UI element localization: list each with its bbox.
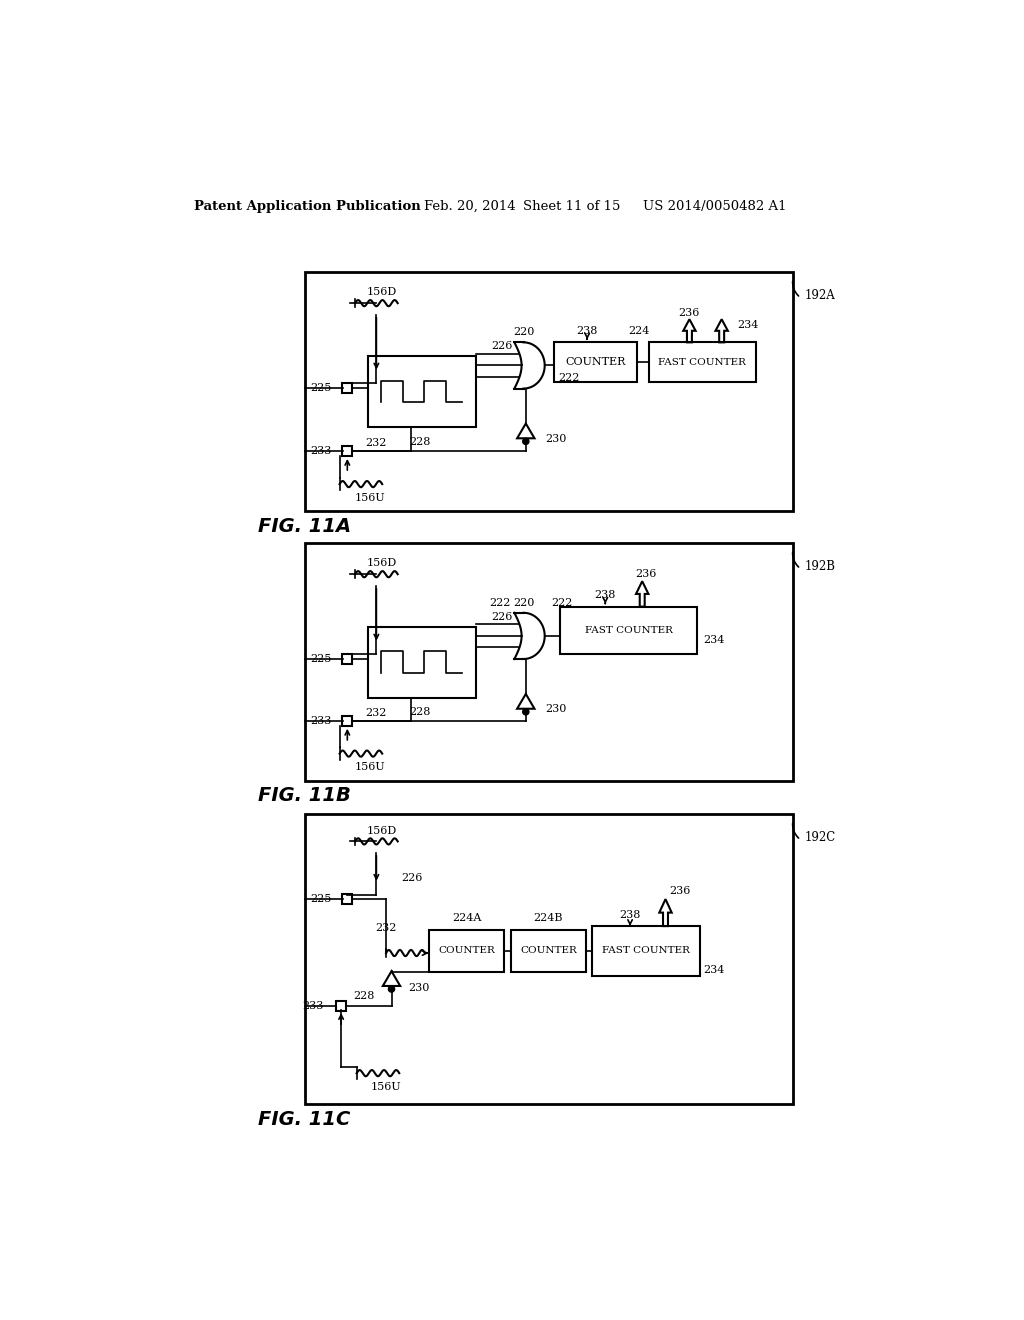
Text: COUNTER: COUNTER: [520, 946, 577, 956]
Text: 234: 234: [703, 965, 725, 974]
Bar: [305, 544, 793, 780]
Text: 238: 238: [595, 590, 616, 601]
Text: 156U: 156U: [355, 763, 386, 772]
Text: 238: 238: [577, 326, 598, 335]
Bar: [593, 927, 699, 975]
Bar: [560, 607, 697, 655]
Text: FAST COUNTER: FAST COUNTER: [585, 626, 673, 635]
Bar: [511, 929, 587, 972]
Text: COUNTER: COUNTER: [438, 946, 495, 956]
Text: FAST COUNTER: FAST COUNTER: [658, 358, 746, 367]
Text: 224A: 224A: [452, 913, 481, 924]
Bar: [342, 653, 352, 664]
Text: FIG. 11A: FIG. 11A: [258, 517, 351, 536]
Text: 232: 232: [366, 708, 387, 718]
Bar: [342, 717, 352, 726]
Bar: [305, 272, 793, 511]
Text: 192C: 192C: [805, 832, 836, 843]
Text: 233: 233: [310, 446, 332, 457]
Text: 230: 230: [545, 704, 566, 714]
Text: 228: 228: [352, 990, 374, 1001]
Bar: [554, 342, 637, 381]
Text: Patent Application Publication: Patent Application Publication: [194, 199, 421, 213]
Bar: [429, 929, 505, 972]
Text: 232: 232: [366, 437, 387, 447]
Bar: [369, 627, 476, 698]
Text: 226: 226: [401, 873, 423, 883]
Text: 230: 230: [409, 983, 430, 993]
Text: 220: 220: [513, 327, 535, 338]
Text: 228: 228: [410, 437, 431, 447]
Circle shape: [388, 986, 394, 993]
Text: 236: 236: [670, 887, 691, 896]
Text: Sheet 11 of 15: Sheet 11 of 15: [523, 199, 621, 213]
Text: 228: 228: [410, 708, 431, 717]
Text: 224B: 224B: [534, 913, 563, 924]
Bar: [342, 446, 352, 457]
Bar: [369, 355, 476, 428]
Text: 156U: 156U: [371, 1082, 401, 1092]
Text: 192B: 192B: [805, 560, 836, 573]
Text: FIG. 11C: FIG. 11C: [258, 1110, 350, 1129]
Text: 234: 234: [737, 321, 759, 330]
Bar: [342, 894, 352, 904]
Text: 233: 233: [310, 717, 332, 726]
Text: US 2014/0050482 A1: US 2014/0050482 A1: [643, 199, 786, 213]
Text: 226: 226: [492, 341, 513, 351]
Text: 238: 238: [620, 909, 641, 920]
Text: 224: 224: [629, 326, 650, 335]
Bar: [305, 814, 793, 1104]
Bar: [342, 383, 352, 393]
Text: 222: 222: [489, 598, 511, 607]
Circle shape: [522, 438, 529, 445]
Text: 226: 226: [492, 611, 513, 622]
Text: 225: 225: [310, 894, 332, 904]
Text: 156D: 156D: [367, 558, 397, 569]
Text: FIG. 11B: FIG. 11B: [258, 787, 351, 805]
Bar: [648, 342, 756, 381]
Text: 156U: 156U: [355, 492, 386, 503]
Text: 192A: 192A: [805, 289, 836, 302]
Circle shape: [522, 709, 529, 715]
Text: 233: 233: [303, 1001, 324, 1011]
Text: FAST COUNTER: FAST COUNTER: [602, 946, 690, 956]
Text: 225: 225: [310, 383, 332, 393]
Text: 236: 236: [679, 308, 700, 318]
Text: Feb. 20, 2014: Feb. 20, 2014: [424, 199, 516, 213]
Text: 230: 230: [545, 433, 566, 444]
Text: 156D: 156D: [367, 288, 397, 297]
Text: 156D: 156D: [367, 825, 397, 836]
Text: 234: 234: [703, 635, 724, 645]
Text: 222: 222: [551, 598, 572, 607]
Text: COUNTER: COUNTER: [565, 356, 626, 367]
Bar: [336, 1001, 346, 1011]
Text: 220: 220: [513, 598, 535, 607]
Text: 222: 222: [559, 374, 580, 383]
Text: 236: 236: [636, 569, 656, 579]
Text: 232: 232: [376, 924, 396, 933]
Text: 225: 225: [310, 653, 332, 664]
